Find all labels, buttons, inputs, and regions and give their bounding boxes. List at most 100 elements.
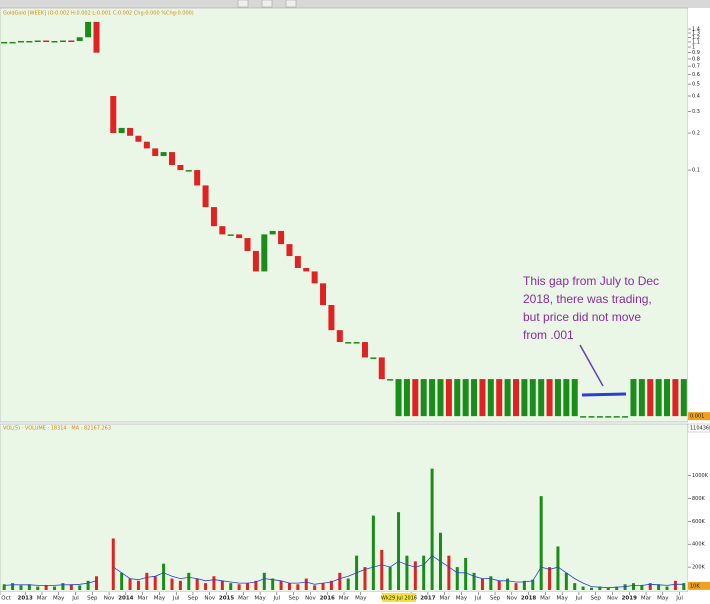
toolbar-button[interactable] bbox=[261, 0, 273, 8]
volume-bar bbox=[480, 578, 484, 590]
x-tick-label: Mar bbox=[339, 596, 350, 602]
volume-bar bbox=[313, 585, 317, 590]
candle bbox=[496, 379, 503, 417]
x-tick-label: Nov bbox=[305, 596, 316, 602]
volume-bar bbox=[2, 584, 6, 590]
candle bbox=[85, 21, 92, 38]
toolbar-button[interactable] bbox=[237, 0, 249, 8]
top-label: 1104368 bbox=[690, 426, 710, 432]
last-price-label: 0.001 bbox=[690, 414, 704, 420]
volume-bar bbox=[287, 583, 291, 590]
candle bbox=[51, 40, 58, 43]
candle bbox=[588, 416, 595, 418]
x-tick-label: Sep bbox=[188, 596, 199, 602]
candle bbox=[437, 379, 444, 417]
candle bbox=[664, 379, 671, 417]
volume-bar bbox=[162, 563, 166, 590]
x-tick-label: Nov bbox=[204, 596, 215, 602]
candle bbox=[563, 379, 570, 417]
cursor-label: Wk29 Jul 2016 bbox=[381, 596, 417, 602]
candle bbox=[169, 152, 175, 165]
toolbar-button[interactable] bbox=[285, 0, 297, 8]
x-tick-label: Mar bbox=[439, 596, 450, 602]
volume-bar bbox=[472, 572, 476, 590]
candle bbox=[613, 416, 620, 418]
last-volume-label: 10K bbox=[690, 583, 700, 589]
volume-bar bbox=[430, 468, 434, 590]
volume-bar bbox=[673, 580, 677, 590]
volume-bar bbox=[44, 585, 48, 590]
last-volume-box bbox=[688, 581, 710, 590]
candle bbox=[378, 357, 385, 380]
y-tick-label: 600K bbox=[692, 519, 706, 525]
volume-bar bbox=[556, 546, 560, 590]
volume-bar bbox=[296, 584, 300, 590]
candle bbox=[622, 416, 629, 418]
x-tick-label: May bbox=[456, 596, 468, 602]
candle bbox=[554, 379, 561, 417]
volume-bar bbox=[506, 578, 510, 590]
volume-bar bbox=[78, 585, 82, 590]
volume-bar bbox=[640, 585, 644, 590]
candle bbox=[143, 141, 150, 149]
candle bbox=[529, 379, 536, 417]
y-tick-label: 0.7 bbox=[692, 64, 700, 70]
volume-bar bbox=[120, 572, 124, 590]
candle bbox=[286, 244, 293, 257]
volume-bar bbox=[19, 585, 23, 590]
x-tick-label: Mar bbox=[37, 596, 48, 602]
candle bbox=[26, 40, 33, 43]
x-tick-label: Mar bbox=[137, 596, 148, 602]
volume-bar bbox=[564, 572, 568, 590]
right-axis bbox=[688, 8, 710, 592]
volume-bar bbox=[405, 555, 409, 590]
volume-title: VOL(5) · VOLUME : 18314 · MA : 82167.263 bbox=[3, 426, 111, 432]
candle bbox=[336, 330, 343, 343]
volume-bar bbox=[422, 555, 426, 590]
candle bbox=[395, 379, 402, 417]
y-tick-label: 0.5 bbox=[692, 82, 700, 88]
candle bbox=[135, 135, 142, 142]
x-tick-label: Sep bbox=[490, 596, 501, 602]
x-tick-label: Jul bbox=[71, 596, 79, 602]
volume-bar bbox=[531, 579, 535, 590]
volume-bar bbox=[69, 584, 73, 590]
candle bbox=[387, 379, 394, 381]
candle bbox=[17, 40, 24, 43]
annotation: but price did not move bbox=[523, 310, 641, 324]
volume-bar bbox=[271, 578, 275, 590]
y-tick-label: 200K bbox=[692, 565, 706, 571]
volume-bar bbox=[53, 586, 57, 590]
candle bbox=[370, 357, 377, 359]
candle bbox=[328, 305, 335, 331]
x-tick-label: Nov bbox=[506, 596, 517, 602]
volume-bar bbox=[254, 580, 258, 590]
x-tick-label: Jul bbox=[273, 596, 281, 602]
cursor-box bbox=[382, 593, 416, 602]
y-tick-label: 1000K bbox=[692, 473, 709, 479]
candle bbox=[93, 21, 100, 53]
candle bbox=[261, 234, 268, 272]
volume-bar bbox=[489, 576, 493, 590]
volume-bar bbox=[346, 578, 350, 590]
volume-bar bbox=[279, 580, 283, 590]
price-panel bbox=[0, 7, 689, 423]
candle bbox=[76, 37, 83, 41]
candle bbox=[236, 234, 243, 239]
volume-bar bbox=[145, 572, 149, 590]
candle bbox=[219, 226, 226, 235]
volume-chart: 200K 400K 600K 800K 1000K 10K Oct 2013 Mar May Jul… bbox=[0, 468, 710, 602]
candle bbox=[294, 256, 301, 268]
volume-bar bbox=[371, 515, 375, 590]
candle bbox=[227, 234, 234, 236]
candle bbox=[152, 148, 159, 157]
volume-bar bbox=[590, 587, 594, 590]
arrow bbox=[579, 344, 604, 387]
x-tick-label: May bbox=[355, 596, 367, 602]
volume-bar bbox=[464, 557, 468, 590]
candle bbox=[479, 379, 486, 417]
volume-bar bbox=[11, 583, 15, 590]
candle bbox=[538, 379, 545, 417]
x-axis bbox=[0, 592, 710, 604]
volume-bar bbox=[682, 583, 686, 590]
